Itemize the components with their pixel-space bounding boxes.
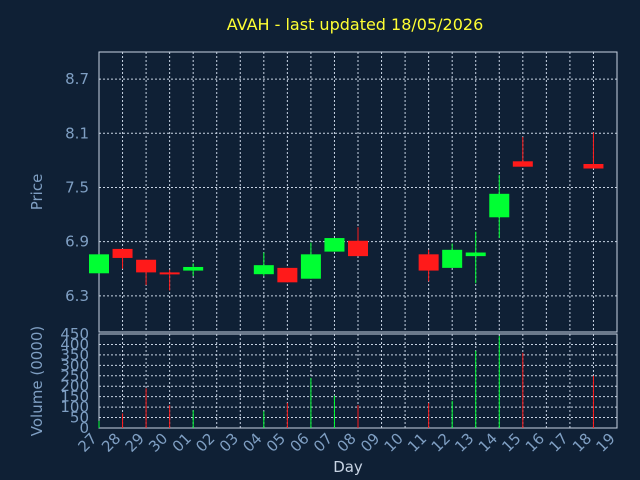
candle <box>136 259 157 286</box>
candle-body <box>277 267 298 283</box>
volume-tick-label: 250 <box>60 367 89 385</box>
candle-body <box>348 240 368 257</box>
candle-body <box>512 161 533 167</box>
x-tick-label: 15 <box>498 430 524 456</box>
volume-tick-label: 0 <box>79 419 89 437</box>
x-tick-label: 27 <box>75 430 101 456</box>
candle <box>583 132 604 169</box>
candle <box>348 227 368 257</box>
volume-tick-label: 400 <box>60 335 89 353</box>
x-tick-label: 11 <box>404 430 430 456</box>
volume-axis-label: Volume (0000) <box>28 326 46 436</box>
x-tick-label: 05 <box>263 430 289 456</box>
candle <box>418 249 439 282</box>
volume-tick-label: 450 <box>60 325 89 343</box>
x-tick-label: 28 <box>98 430 124 456</box>
x-tick-label: 10 <box>381 430 407 456</box>
candle-body <box>136 259 157 273</box>
candle-body <box>324 238 345 252</box>
candle-body <box>300 254 321 279</box>
candle-body <box>183 266 204 271</box>
x-tick-label: 18 <box>569 430 595 456</box>
candle-body <box>253 265 274 275</box>
x-tick-label: 30 <box>145 430 171 456</box>
candle-body <box>89 254 109 274</box>
candle-body <box>112 248 133 258</box>
x-tick-label: 17 <box>545 430 571 456</box>
candle <box>159 269 180 291</box>
candle <box>183 263 204 276</box>
candle <box>512 136 533 167</box>
x-tick-label: 03 <box>216 430 242 456</box>
candle <box>442 243 463 268</box>
x-axis-label: Day <box>333 458 363 476</box>
volume-tick-label: 300 <box>60 356 89 374</box>
volume-tick-label: 150 <box>60 388 89 406</box>
candle <box>489 174 510 239</box>
price-tick-label: 8.1 <box>65 124 89 142</box>
x-tick-label: 16 <box>522 430 548 456</box>
candle <box>324 238 345 252</box>
candle <box>465 231 486 284</box>
x-tick-label: 14 <box>475 430 501 456</box>
candle-body <box>442 249 463 268</box>
volume-tick-label: 350 <box>60 346 89 364</box>
price-tick-label: 6.3 <box>65 287 89 305</box>
x-tick-label: 19 <box>593 430 619 456</box>
candle <box>300 242 321 279</box>
x-axis: 2728293001020304050607080910111213141516… <box>75 430 619 456</box>
price-tick-label: 8.7 <box>65 70 89 88</box>
candle-body <box>465 252 486 257</box>
price-tick-label: 6.9 <box>65 233 89 251</box>
x-tick-label: 13 <box>451 430 477 456</box>
candle-body <box>583 164 604 169</box>
candle <box>89 254 109 274</box>
x-tick-label: 04 <box>239 430 265 456</box>
candle-body <box>418 254 439 271</box>
x-tick-label: 02 <box>192 430 218 456</box>
price-panel: 8.7 8.1 7.5 6.9 6.3 <box>65 51 618 333</box>
volume-tick-label: 200 <box>60 377 89 395</box>
x-tick-label: 06 <box>286 430 312 456</box>
chart-title: AVAH - last updated 18/05/2026 <box>227 15 484 34</box>
x-tick-label: 07 <box>310 430 336 456</box>
x-tick-label: 09 <box>357 430 383 456</box>
candle <box>277 267 298 283</box>
candle-body <box>159 272 180 275</box>
price-tick-label: 7.5 <box>65 178 89 196</box>
x-tick-label: 01 <box>169 430 195 456</box>
price-axis-label: Price <box>28 174 46 211</box>
candle <box>112 248 133 269</box>
x-tick-label: 08 <box>334 430 360 456</box>
candle-body <box>489 193 510 218</box>
x-tick-label: 12 <box>428 430 454 456</box>
candle <box>253 252 274 276</box>
volume-tick-label: 100 <box>60 398 89 416</box>
volume-tick-label: 50 <box>70 409 89 427</box>
x-tick-label: 29 <box>122 430 148 456</box>
